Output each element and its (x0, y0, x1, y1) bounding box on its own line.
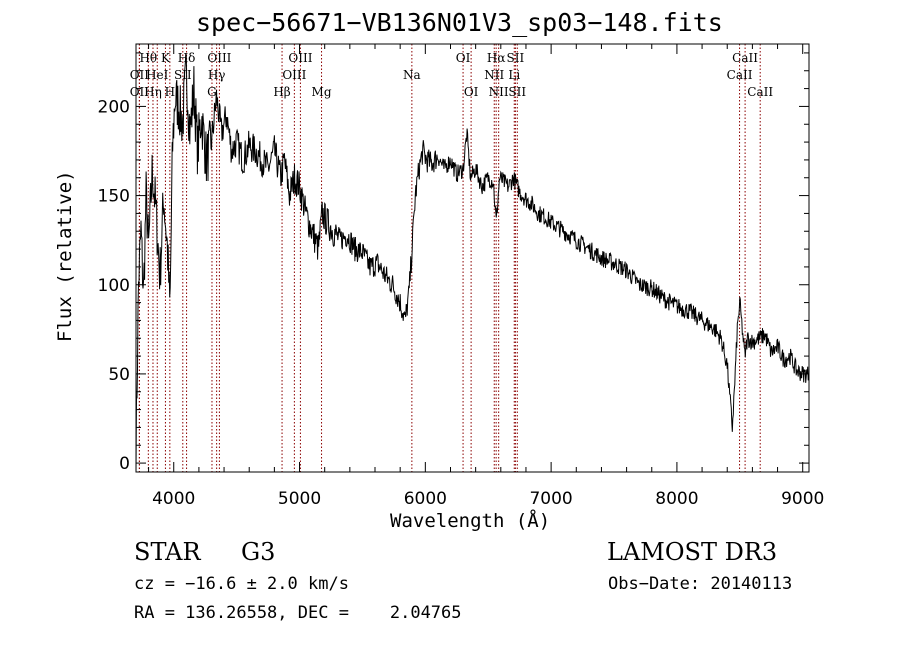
line-marker-label-8: Hδ (178, 51, 196, 65)
y-tick-label-1: 50 (108, 365, 130, 385)
x-tick-label-1: 5000 (278, 489, 321, 509)
survey-name: LAMOST DR3 (607, 538, 778, 566)
x-tick-label-0: 4000 (152, 489, 195, 509)
line-marker-label-23: SII (507, 51, 525, 65)
y-tick-label-2: 100 (98, 276, 130, 296)
line-marker-label-19: NII (484, 68, 504, 82)
line-marker-label-11: OIII (207, 51, 231, 65)
line-marker-layer (138, 44, 761, 472)
line-marker-label-18: OI (464, 85, 479, 99)
line-marker-label-20: Hα (487, 51, 506, 65)
line-marker-label-14: OIII (288, 51, 312, 65)
line-marker-label-9: G (207, 85, 217, 99)
plot-frame (135, 43, 810, 473)
object-class: STAR (134, 538, 201, 566)
line-marker-label-10: Hγ (208, 68, 226, 82)
x-tick-label-3: 7000 (529, 489, 572, 509)
line-marker-label-17: OI (456, 51, 471, 65)
line-marker-label-15: Mg (312, 85, 332, 99)
line-marker-label-3: Hη (144, 85, 162, 99)
line-marker-label-12: Hβ (273, 85, 290, 99)
line-marker-label-16: Na (403, 68, 421, 82)
line-marker-label-1: OII (130, 85, 150, 99)
x-axis-label: Wavelength (Å) (390, 510, 551, 532)
line-marker-label-4: HeI (146, 68, 169, 82)
sky-coordinates: RA = 136.26558, DEC = 2.04765 (134, 603, 462, 623)
y-tick-label-4: 200 (98, 97, 130, 117)
line-marker-label-21: NII (489, 85, 509, 99)
y-tick-label-0: 0 (119, 454, 130, 474)
series-layer (135, 54, 810, 473)
line-marker-label-27: CaII (747, 85, 773, 99)
chart-title: spec−56671−VB136N01V3_sp03−148.fits (196, 8, 723, 37)
series-line-0 (135, 54, 810, 473)
line-marker-label-22: Li (508, 68, 520, 82)
line-label-layer: OII OII Hθ Hη HeI K H SII Hδ G Hγ OIII Hβ OIII OIII Mg N… (130, 51, 774, 99)
line-marker-label-24: SII (508, 85, 526, 99)
line-marker-label-0: OII (130, 68, 150, 82)
y-axis-label: Flux (relative) (54, 170, 76, 342)
x-tick-label-5: 9000 (781, 489, 824, 509)
line-marker-label-5: K (161, 51, 171, 65)
y-tick-label-3: 150 (98, 187, 130, 207)
line-marker-label-7: SII (174, 68, 192, 82)
spectral-subclass: G3 (241, 538, 276, 566)
line-marker-label-2: Hθ (139, 51, 157, 65)
x-tick-label-4: 8000 (655, 489, 698, 509)
x-tick-label-2: 6000 (404, 489, 447, 509)
line-marker-label-13: OIII (282, 68, 306, 82)
observation-date: Obs−Date: 20140113 (608, 574, 793, 594)
line-marker-label-26: CaII (732, 51, 758, 65)
axis-layer: 4000 5000 6000 7000 8000 9000 0 50 100 150 200 (98, 44, 824, 509)
redshift-velocity: cz = −16.6 ± 2.0 km/s (134, 574, 349, 594)
line-marker-label-25: CaII (727, 68, 753, 82)
line-marker-label-6: H (165, 85, 175, 99)
